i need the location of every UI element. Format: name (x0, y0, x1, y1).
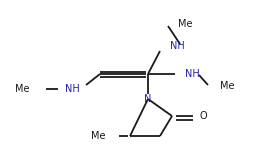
Text: Me: Me (16, 84, 30, 94)
Text: N: N (144, 94, 152, 104)
Text: NH: NH (65, 84, 79, 94)
Text: Me: Me (220, 81, 234, 91)
Text: Me: Me (178, 19, 192, 29)
Text: NH: NH (170, 41, 185, 51)
Text: Me: Me (90, 131, 105, 141)
Text: O: O (200, 111, 208, 121)
Text: NH: NH (185, 69, 200, 79)
